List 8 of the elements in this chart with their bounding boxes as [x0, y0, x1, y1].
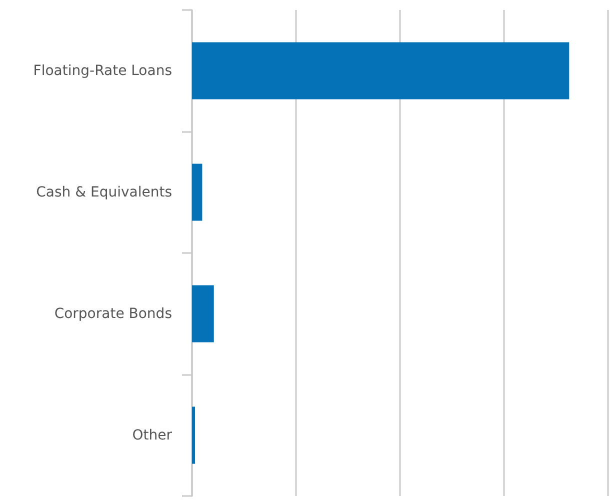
y-tick-label: Floating-Rate Loans: [33, 62, 172, 79]
bar: [192, 406, 196, 464]
y-tick-label: Corporate Bonds: [54, 306, 172, 322]
bar: [192, 42, 570, 100]
y-tick-label: Cash & Equivalents: [36, 184, 172, 200]
y-tick-label: Other: [132, 427, 172, 444]
bar: [192, 164, 202, 221]
bar: [192, 285, 214, 342]
